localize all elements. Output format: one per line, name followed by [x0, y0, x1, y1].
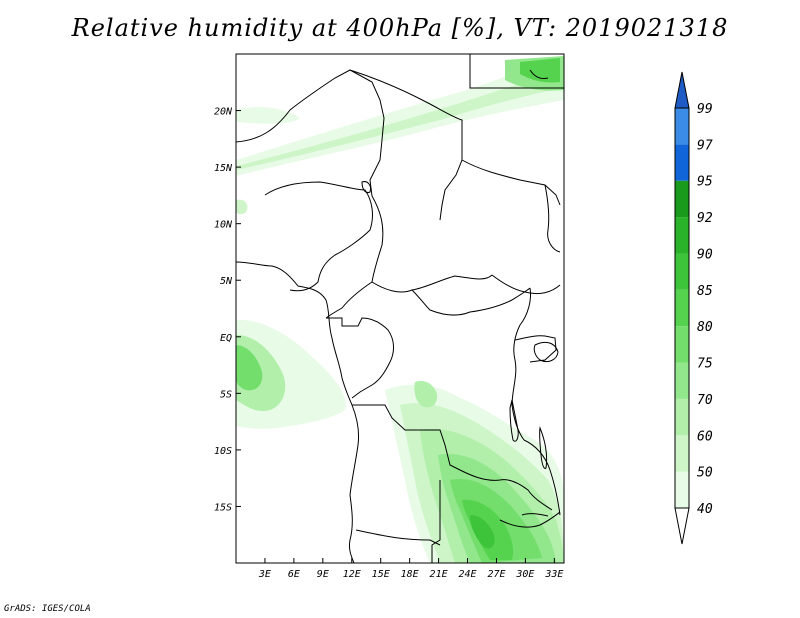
x-tick-label: 12E — [343, 569, 361, 580]
border-nigeria — [264, 181, 373, 292]
colorbar-outline — [674, 107, 690, 509]
border-egypt — [469, 54, 564, 89]
y-tick-label: 15S — [214, 502, 232, 513]
border-tanzania — [523, 439, 561, 516]
border-drc-east — [511, 287, 531, 441]
coastline-west-africa — [236, 261, 359, 563]
y-axis: 20N 15N 10N 5N EQ 5S 10S 15S — [214, 107, 241, 513]
lake-chad — [361, 181, 371, 193]
y-tick-label: 10S — [214, 446, 232, 457]
colorbar-label: 50 — [697, 466, 713, 481]
border-chad-car — [371, 195, 493, 293]
humidity-west-atlantic-core — [236, 345, 263, 391]
y-tick-label: 5S — [220, 389, 232, 400]
x-tick-label: 3E — [258, 569, 271, 580]
colorbar-bottom-triangle — [674, 507, 690, 545]
colorbar-label: 97 — [697, 138, 713, 153]
x-tick-label: 9E — [317, 569, 329, 580]
lake-victoria — [533, 341, 559, 363]
lake-tanganyika — [509, 399, 519, 442]
border-sudan — [461, 159, 561, 206]
colorbar-segment — [675, 289, 689, 327]
humidity-blob-central — [414, 380, 438, 408]
y-tick-label: 5N — [220, 276, 233, 287]
colorbar-segment — [675, 144, 689, 181]
colorbar-label: 85 — [697, 284, 713, 299]
x-tick-label: 15E — [372, 569, 390, 580]
x-tick-label: 18E — [401, 569, 419, 580]
credit-label: GrADS: IGES/COLA — [4, 604, 91, 614]
colorbar-segment — [675, 471, 689, 508]
border-drc-north — [411, 287, 531, 316]
colorbar-label: 75 — [697, 357, 713, 372]
y-tick-label: EQ — [220, 333, 232, 344]
border-gabon-congo — [326, 317, 394, 399]
x-tick-label: 27E — [487, 569, 505, 580]
colorbar-label: 40 — [697, 502, 713, 517]
border-car-drc — [325, 281, 373, 319]
border-east-1 — [544, 184, 561, 253]
x-tick-label: 6E — [288, 569, 300, 580]
border-zambia — [459, 469, 553, 511]
x-tick-label: 21E — [430, 569, 448, 580]
colorbar-segment — [675, 217, 689, 254]
colorbar-segment — [675, 180, 689, 218]
humidity-patch-west — [236, 199, 248, 215]
humidity-shading — [236, 56, 564, 563]
nile-river — [529, 69, 549, 79]
colorbar-label: 99 — [697, 102, 713, 117]
x-tick-label: 24E — [458, 569, 476, 580]
colorbar-segment — [675, 435, 689, 472]
colorbar-top-triangle — [674, 71, 690, 109]
y-tick-label: 20N — [214, 107, 233, 118]
y-tick-label: 15N — [214, 163, 233, 174]
colorbar-label: 95 — [697, 175, 713, 190]
country-borders — [236, 54, 564, 563]
border-angola — [352, 404, 461, 471]
border-uganda — [514, 335, 557, 363]
x-tick-label: 33E — [544, 569, 563, 580]
humidity-band-north-inner — [236, 72, 564, 170]
colorbar-label: 92 — [697, 211, 713, 226]
humidity-south-core-2 — [470, 515, 495, 549]
colorbar-segment — [675, 398, 689, 436]
border-angola-south — [355, 529, 441, 546]
lake-kariba — [521, 512, 549, 517]
border-north-2 — [349, 69, 463, 221]
y-tick-label: 10N — [214, 220, 233, 231]
x-axis: 3E 6E 9E 12E 15E 18E 21E 24E 27E 30E 33E — [258, 558, 563, 580]
colorbar-segment — [675, 253, 689, 290]
border-east-2 — [491, 274, 561, 295]
colorbar-segment — [675, 108, 689, 145]
colorbar-segment — [675, 326, 689, 363]
border-namibia — [431, 480, 441, 563]
colorbar-label: 60 — [697, 429, 713, 444]
colorbar-segment — [675, 362, 689, 399]
chart-title: Relative humidity at 400hPa [%], VT: 201… — [71, 14, 729, 42]
colorbar-label: 70 — [697, 393, 713, 408]
colorbar-label: 80 — [697, 320, 713, 335]
map-frame — [235, 53, 565, 564]
border-north-1 — [236, 69, 385, 197]
humidity-ne-core-inner — [520, 58, 560, 83]
colorbar-label: 90 — [697, 247, 713, 262]
border-zimbabwe — [499, 511, 561, 528]
lake-malawi — [539, 426, 548, 469]
x-tick-label: 30E — [515, 569, 534, 580]
colorbar: 40 50 60 70 75 80 85 90 92 95 97 99 — [674, 71, 713, 545]
humidity-patch-nw — [236, 107, 300, 124]
